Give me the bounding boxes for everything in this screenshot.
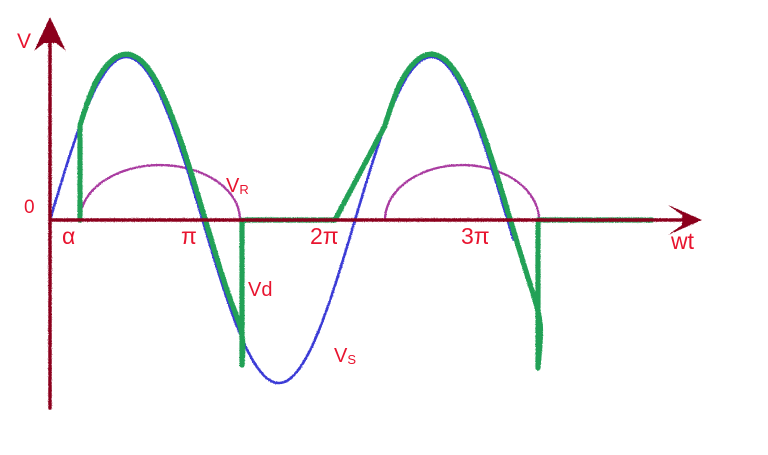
svg-text:π: π <box>181 223 197 249</box>
svg-text:wt: wt <box>670 228 695 254</box>
svg-text:V: V <box>17 30 31 53</box>
svg-text:Vd: Vd <box>248 279 272 301</box>
svg-text:α: α <box>62 223 75 249</box>
svg-text:3π: 3π <box>461 223 490 249</box>
svg-text:2π: 2π <box>310 223 339 249</box>
svg-text:0: 0 <box>24 197 35 218</box>
